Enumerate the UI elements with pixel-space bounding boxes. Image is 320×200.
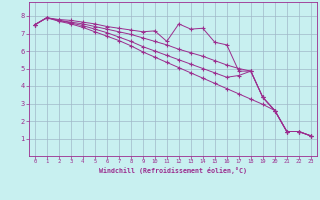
X-axis label: Windchill (Refroidissement éolien,°C): Windchill (Refroidissement éolien,°C) (99, 167, 247, 174)
